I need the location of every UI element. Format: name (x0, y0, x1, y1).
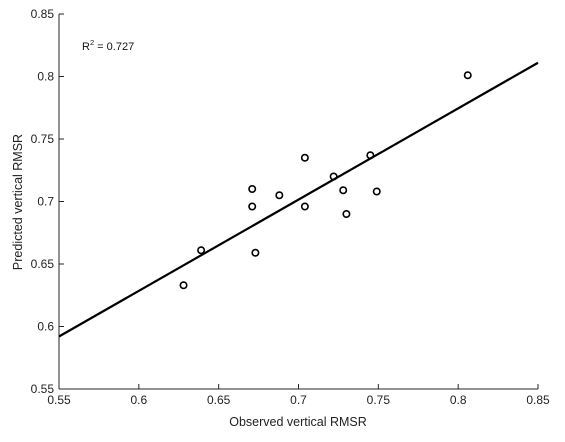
fit-line-group (58, 61, 539, 338)
x-tick-label: 0.6 (130, 393, 147, 407)
axes (58, 14, 538, 390)
data-point (248, 185, 257, 194)
y-tick-label: 0.75 (31, 132, 55, 146)
x-tick-label: 0.7 (290, 393, 307, 407)
y-tick-label: 0.85 (31, 7, 55, 21)
data-point (300, 202, 309, 211)
y-tick-label: 0.65 (31, 257, 55, 271)
data-point (339, 186, 348, 195)
x-tick-label: 0.65 (207, 393, 231, 407)
data-point (251, 248, 260, 257)
data-point (366, 151, 375, 160)
data-point (372, 187, 381, 196)
r-squared-superscript: 2 (90, 38, 94, 47)
data-point (197, 246, 206, 255)
data-point (300, 153, 309, 162)
data-point (329, 172, 338, 181)
data-point (275, 191, 284, 200)
y-tick-label: 0.6 (37, 320, 54, 334)
y-axis-label: Predicted vertical RMSR (11, 134, 25, 270)
r-squared-value: = 0.727 (94, 41, 134, 53)
data-point (179, 281, 188, 290)
y-tick-label: 0.55 (31, 382, 55, 396)
regression-line (58, 61, 539, 338)
data-point (342, 210, 351, 219)
data-point (463, 71, 472, 80)
data-point (248, 202, 257, 211)
x-tick-label: 0.8 (450, 393, 467, 407)
ticks: 0.55 0.6 0.65 0.7 0.75 0.8 0.85 0.55 0.6 0.65 0.7 0… (31, 7, 550, 407)
x-tick-label: 0.85 (526, 393, 550, 407)
x-tick-label: 0.75 (367, 393, 391, 407)
r-squared-annotation: R2 = 0.727 (82, 38, 134, 53)
y-tick-label: 0.8 (37, 70, 54, 84)
y-tick-label: 0.7 (37, 195, 54, 209)
points (179, 71, 472, 290)
x-tick-label: 0.55 (47, 393, 71, 407)
x-axis-label: Observed vertical RMSR (229, 415, 367, 429)
r-squared-base: R (82, 41, 90, 53)
